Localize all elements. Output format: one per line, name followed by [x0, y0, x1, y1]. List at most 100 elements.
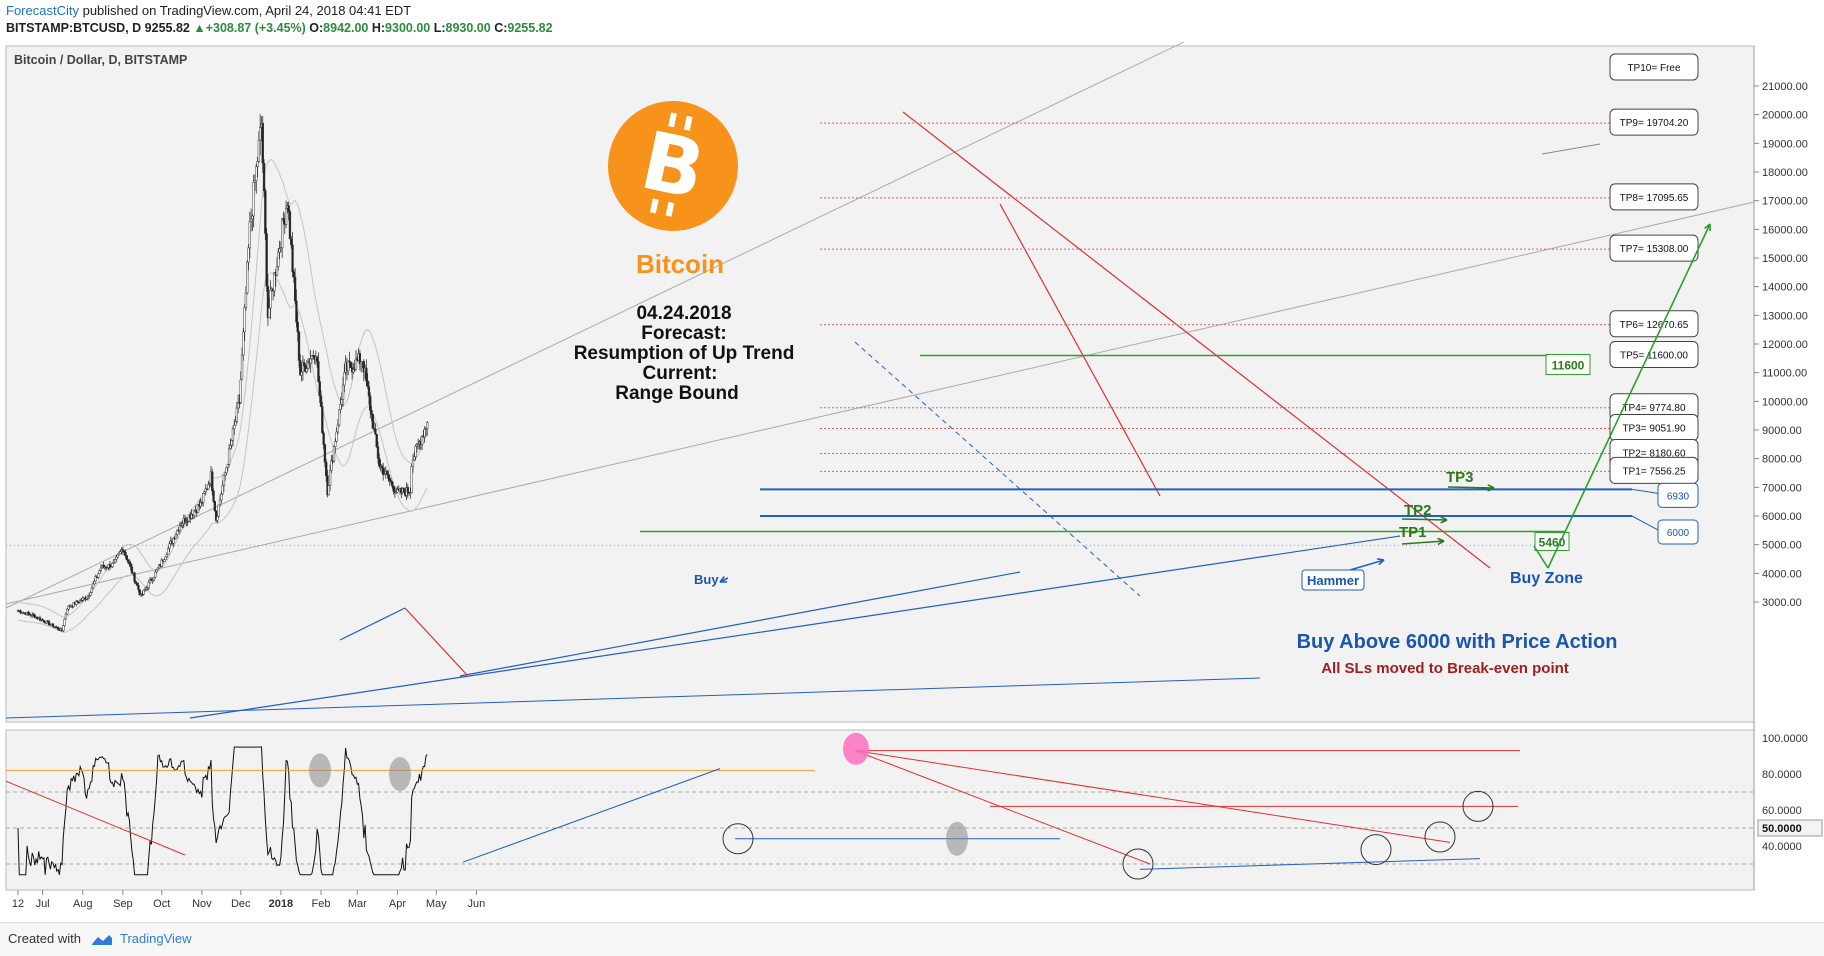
down-candle — [56, 627, 60, 630]
hammer-label: Hammer — [1307, 573, 1359, 588]
osc-blue-trend-2 — [1139, 858, 1481, 870]
tp1-arrow-head — [1437, 537, 1445, 546]
up-candle — [227, 448, 231, 465]
y-tick-label: 10000.00 — [1762, 396, 1808, 408]
osc-red-trend-3 — [854, 750, 1451, 843]
y-tick-label: 19000.00 — [1762, 138, 1808, 150]
up-candle — [281, 218, 284, 249]
down-candle — [319, 395, 323, 407]
up-candle — [64, 613, 68, 620]
buy-zone-label-box — [1657, 482, 1699, 508]
up-candle — [97, 573, 100, 578]
osc-highlight-grey — [946, 821, 968, 856]
down-candle — [388, 478, 391, 481]
up-candle — [426, 422, 429, 429]
down-candle — [374, 428, 377, 435]
hammer-callout: Hammer — [1301, 569, 1365, 591]
tp3-arrow-head — [1487, 484, 1495, 492]
up-candle — [240, 354, 244, 381]
down-candle — [19, 610, 22, 614]
up-candle — [86, 596, 90, 599]
tp2-arrow-head — [1440, 516, 1448, 524]
tp1-label: TP1 — [1399, 524, 1427, 541]
chart-svg[interactable]: Bitcoin / Dollar, D, BITSTAMP TP10= Free… — [0, 39, 1824, 922]
target-label-text: TP8= 17095.65 — [1620, 193, 1689, 204]
y-tick-label: 14000.00 — [1762, 282, 1808, 294]
up-candle — [259, 126, 262, 141]
target-label-text: TP2= 8180.60 — [1622, 448, 1686, 459]
down-candle — [290, 238, 293, 246]
up-candle — [341, 384, 345, 400]
down-candle — [322, 432, 325, 445]
down-candle — [378, 457, 381, 467]
down-candle — [367, 386, 371, 397]
y-tick-label: 18000.00 — [1762, 167, 1808, 179]
down-candle — [349, 362, 352, 368]
osc-blue-trend-1 — [462, 768, 721, 863]
buy-zone-label: Buy Zone — [1510, 570, 1583, 587]
y-tick-label: 20000.00 — [1762, 110, 1808, 122]
up-candle — [63, 618, 66, 627]
osc-circle-marker — [1122, 848, 1154, 880]
target-label-box — [1609, 53, 1699, 81]
up-candle — [218, 499, 222, 506]
up-candle — [309, 358, 312, 364]
up-candle — [420, 435, 424, 445]
green-level-label-box — [1534, 531, 1570, 551]
buy-above-text: Buy Above 6000 with Price Action — [1297, 631, 1618, 653]
up-candle — [220, 493, 223, 501]
up-candle — [340, 399, 343, 405]
y-tick-label: 17000.00 — [1762, 196, 1808, 208]
osc-tick-label: 100.0000 — [1762, 733, 1808, 745]
x-tick-label: Aug — [73, 898, 93, 910]
up-candle — [278, 248, 281, 253]
up-candle — [176, 529, 179, 535]
up-candle — [222, 475, 226, 487]
down-candle — [287, 205, 290, 212]
red-down-trendline-jan — [999, 203, 1161, 497]
oscillator-line — [17, 746, 428, 876]
down-candle — [318, 381, 321, 397]
down-candle — [47, 621, 51, 626]
down-candle — [389, 480, 393, 482]
osc-circle-marker — [1424, 821, 1456, 853]
down-candle — [213, 501, 216, 512]
blue-support-line-low — [5, 677, 1261, 719]
blue-support-line-sep — [459, 571, 1021, 677]
osc-highlight-peak — [843, 732, 869, 765]
up-candle — [168, 543, 171, 549]
tp3-arrow — [1447, 486, 1495, 489]
down-candle — [371, 414, 374, 429]
down-candle — [125, 555, 128, 561]
blue-dashed-projection — [854, 341, 1141, 597]
y-tick-label: 5000.00 — [1762, 540, 1802, 552]
up-candle — [327, 485, 330, 496]
down-candle — [297, 331, 301, 361]
down-candle — [38, 617, 42, 621]
target-label-text: TP3= 9051.90 — [1622, 424, 1686, 435]
osc-current-value: 50.0000 — [1762, 823, 1802, 835]
chart-area[interactable]: Bitcoin / Dollar, D, BITSTAMP TP10= Free… — [0, 39, 1824, 922]
up-candle — [117, 553, 121, 556]
up-candle — [207, 484, 210, 490]
down-candle — [376, 446, 380, 459]
hammer-arrow — [1349, 559, 1385, 571]
open-label: O: — [309, 21, 324, 35]
tp2-label: TP2 — [1404, 502, 1432, 519]
tradingview-link[interactable]: TradingView — [120, 931, 192, 946]
down-candle — [133, 572, 136, 582]
down-candle — [406, 486, 409, 493]
blue-trend-aug — [339, 607, 406, 641]
up-candle — [204, 488, 207, 492]
down-candle — [135, 582, 139, 586]
publisher-link[interactable]: ForecastCity — [6, 3, 79, 18]
grey-channel-mid — [5, 201, 1755, 605]
bitcoin-logo-icon: B — [608, 101, 738, 231]
x-tick-label: Oct — [153, 898, 170, 910]
target-label-box — [1609, 183, 1699, 211]
down-candle — [288, 211, 292, 240]
current-label: Current: — [643, 363, 718, 384]
buy-zone-label-box — [1657, 519, 1699, 545]
created-with-text: Created with — [8, 931, 81, 946]
main-pane — [5, 45, 1755, 723]
